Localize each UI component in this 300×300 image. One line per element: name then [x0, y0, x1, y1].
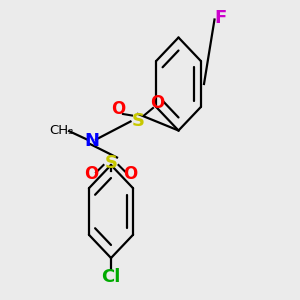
Text: F: F [214, 9, 226, 27]
Text: N: N [84, 132, 99, 150]
Text: S: S [131, 112, 145, 130]
Text: O: O [123, 165, 138, 183]
Text: O: O [150, 94, 165, 112]
Text: O: O [111, 100, 126, 118]
Text: O: O [84, 165, 99, 183]
Text: CH₃: CH₃ [49, 124, 74, 137]
Text: S: S [104, 154, 118, 172]
Text: Cl: Cl [101, 268, 121, 286]
